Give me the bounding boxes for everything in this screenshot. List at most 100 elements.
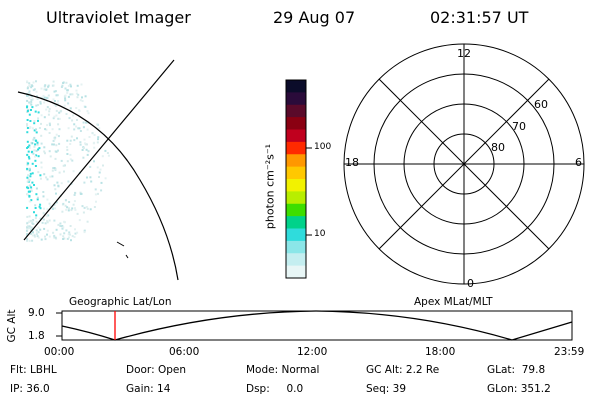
polar-diagonal-2 (378, 78, 550, 250)
emission-pixel (26, 225, 29, 228)
emission-pixel (70, 239, 72, 242)
emission-pixel (69, 93, 72, 96)
emission-pixel (53, 203, 56, 206)
emission-pixel (78, 127, 81, 130)
emission-pixel (32, 152, 35, 155)
emission-pixel (86, 128, 89, 131)
emission-pixel (75, 125, 78, 128)
emission-pixel (43, 150, 46, 153)
emission-pixel (37, 148, 40, 151)
emission-pixel (40, 142, 43, 145)
emission-pixel (44, 235, 46, 238)
emission-pixel (27, 94, 29, 97)
emission-pixel (40, 166, 43, 169)
emission-pixel (27, 174, 30, 177)
emission-pixel (58, 142, 61, 145)
emission-pixel (98, 171, 101, 174)
emission-pixel (71, 93, 74, 96)
emission-pixel (87, 150, 90, 153)
emission-pixel (61, 225, 64, 228)
timeline-x-tick-0600: 06:00 (169, 346, 200, 358)
emission-pixel (69, 225, 72, 227)
mode-status: Mode: Normal (246, 364, 320, 376)
lat-label-80: 80 (491, 141, 505, 154)
emission-pixel (79, 191, 82, 194)
emission-pixel (31, 222, 34, 225)
emission-pixel (81, 205, 84, 208)
emission-pixel (93, 160, 95, 163)
emission-pixel (33, 184, 35, 186)
emission-pixel (36, 235, 39, 238)
emission-pixel (33, 211, 35, 214)
emission-pixel (30, 109, 32, 111)
emission-pixel (38, 205, 41, 208)
emission-pixel (26, 193, 29, 196)
colorbar-stop (286, 265, 306, 279)
emission-pixel (68, 201, 71, 203)
emission-pixel (76, 96, 79, 99)
lat-label-70: 70 (512, 120, 526, 133)
emission-pixel (60, 86, 63, 88)
emission-pixel (30, 101, 33, 104)
emission-pixel (94, 188, 97, 191)
emission-pixel (62, 235, 65, 238)
emission-pixel (48, 110, 51, 113)
emission-pixel (29, 102, 32, 105)
emission-pixel (61, 84, 64, 87)
gain-status: Gain: 14 (126, 383, 171, 395)
emission-pixel (26, 229, 28, 232)
emission-pixel (45, 88, 48, 91)
emission-pixel (44, 128, 47, 131)
emission-pixel (28, 225, 31, 228)
emission-pixel (76, 231, 79, 234)
emission-pixel (74, 232, 77, 235)
emission-pixel (53, 115, 56, 118)
emission-pixel (46, 233, 48, 236)
geographic-image (17, 59, 179, 281)
emission-pixel (34, 110, 37, 113)
emission-pixel (51, 207, 54, 210)
emission-pixel (27, 162, 30, 165)
emission-pixel (52, 167, 55, 170)
emission-pixel (86, 143, 88, 146)
emission-pixel (66, 91, 69, 94)
emission-pixel (96, 166, 99, 169)
emission-pixel (82, 211, 85, 214)
mlt-label-12: 12 (457, 47, 471, 60)
emission-pixel (55, 133, 58, 136)
ip-status: IP: 36.0 (10, 383, 50, 395)
emission-pixel (52, 98, 55, 101)
emission-pixel (47, 85, 50, 88)
emission-pixel (28, 157, 31, 160)
emission-pixel (30, 141, 33, 144)
emission-pixel (35, 131, 38, 134)
emission-pixel (29, 120, 32, 122)
emission-pixel (28, 82, 31, 85)
emission-pixel (47, 214, 50, 217)
emission-pixel (82, 126, 85, 129)
emission-pixel (30, 86, 33, 89)
colorbar-stop (286, 240, 306, 254)
emission-pixel (34, 204, 37, 207)
emission-pixel (78, 219, 81, 222)
emission-pixel (34, 155, 36, 158)
emission-pixel (35, 154, 38, 157)
emission-pixel (72, 203, 75, 206)
emission-pixel (54, 157, 57, 160)
emission-pixel (53, 90, 56, 93)
emission-pixel (67, 209, 70, 212)
emission-pixel (95, 200, 97, 203)
emission-pixel (54, 100, 56, 102)
emission-pixel (39, 101, 42, 103)
emission-pixel (65, 113, 68, 115)
emission-pixel (34, 143, 37, 146)
emission-pixel (53, 236, 56, 239)
emission-pixel (94, 193, 97, 196)
emission-pixel (97, 136, 100, 139)
emission-pixel (31, 98, 34, 101)
emission-pixel (30, 226, 33, 229)
emission-pixel (73, 123, 76, 126)
emission-pixel (43, 85, 46, 88)
emission-pixel (33, 129, 36, 132)
emission-pixel (63, 164, 66, 167)
